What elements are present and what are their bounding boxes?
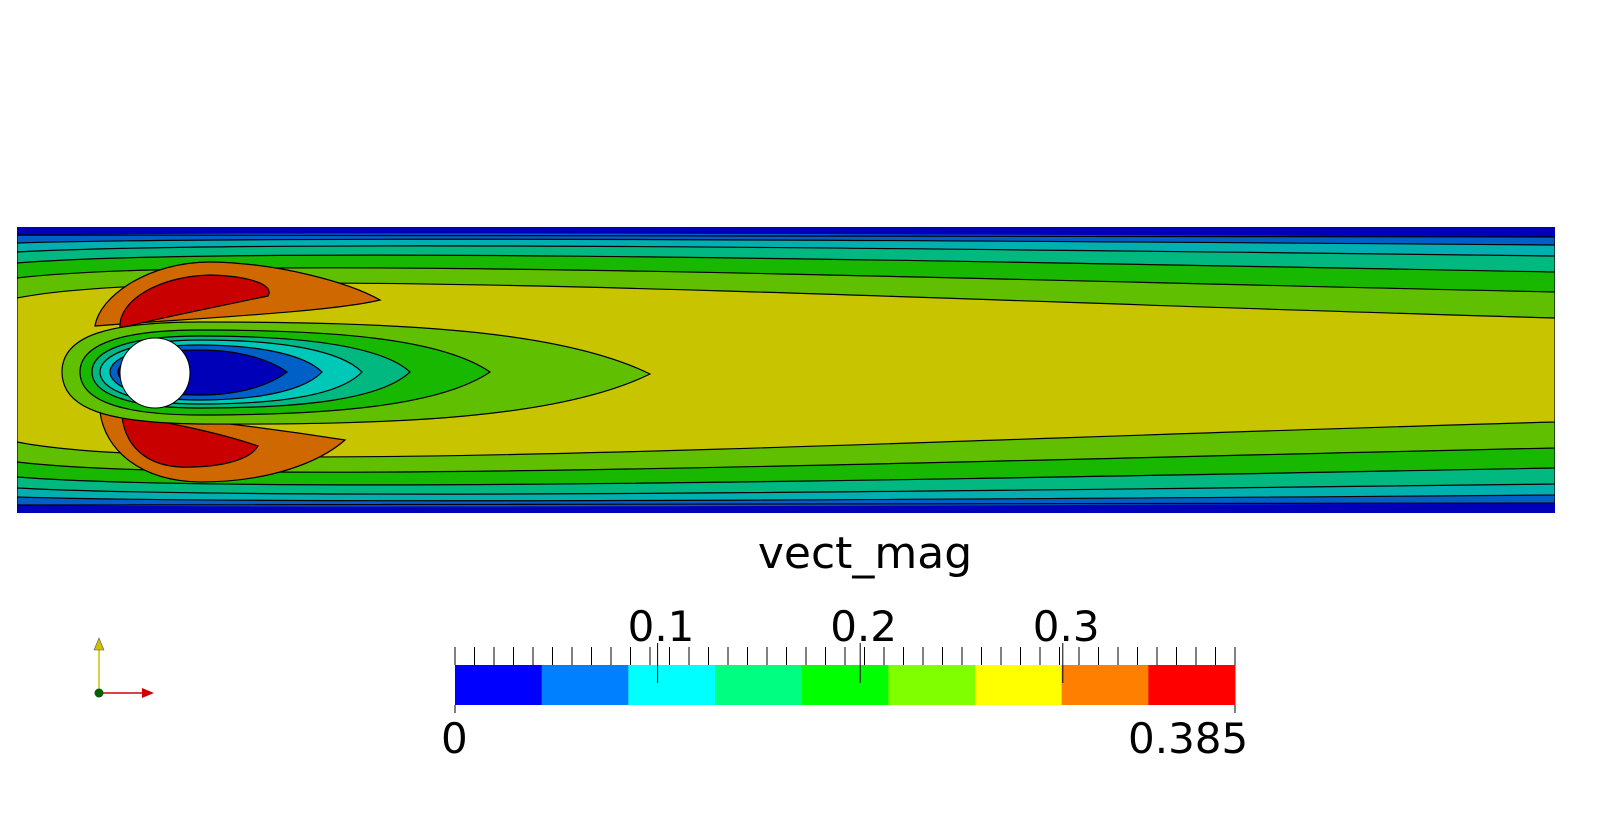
colorbar-min-label: 0 xyxy=(441,714,468,763)
colorbar-swatch xyxy=(888,665,976,705)
y-axis-arrow-icon xyxy=(93,637,105,651)
color-legend xyxy=(454,643,1236,713)
orientation-axes xyxy=(93,637,154,698)
colorbar-tick-label: 0.1 xyxy=(627,602,695,651)
colorbar-swatch xyxy=(801,665,889,705)
colorbar-tick-label: 0.2 xyxy=(830,602,897,651)
colorbar-swatch xyxy=(715,665,803,705)
colorbar-swatch xyxy=(455,665,543,705)
upper-red-lobe xyxy=(119,274,270,329)
cylinder-obstacle xyxy=(119,337,191,409)
colorbar-swatch xyxy=(628,665,716,705)
colorbar-swatch xyxy=(1148,665,1236,705)
x-axis-arrow-icon xyxy=(142,688,154,698)
colorbar-title: vect_mag xyxy=(757,528,973,579)
contour-plot xyxy=(17,227,1555,513)
colorbar-swatch xyxy=(1061,665,1149,705)
origin-dot xyxy=(94,688,104,698)
colorbar-tick-label: 0.3 xyxy=(1032,602,1100,651)
colorbar-max-label: 0.385 xyxy=(1128,714,1249,763)
lower-red-lobe xyxy=(121,415,259,468)
colorbar-swatch xyxy=(975,665,1063,705)
colorbar-swatch xyxy=(541,665,629,705)
